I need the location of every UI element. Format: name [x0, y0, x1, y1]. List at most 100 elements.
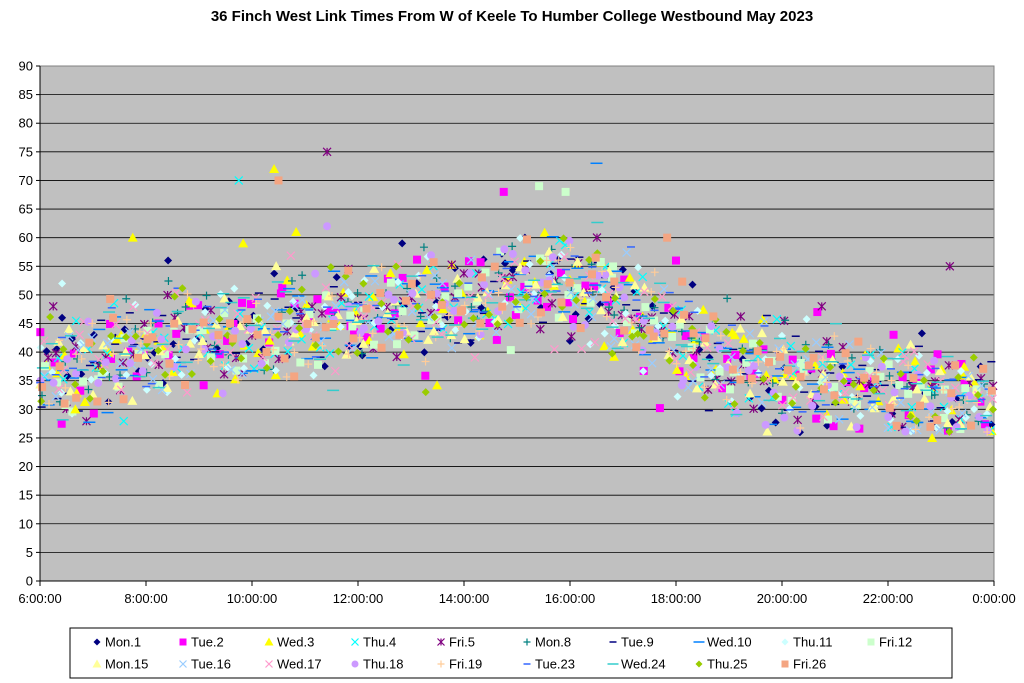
data-point	[522, 292, 531, 301]
data-point	[917, 329, 926, 338]
data-point	[628, 332, 637, 341]
data-point	[559, 252, 569, 262]
legend-label: Tue.9	[621, 635, 654, 650]
data-point	[215, 314, 224, 323]
legend-item: Tue.2	[179, 635, 224, 650]
data-point	[286, 251, 296, 261]
data-point	[324, 306, 333, 315]
data-point	[485, 318, 494, 327]
data-point	[790, 360, 800, 370]
data-point	[447, 260, 457, 270]
data-point	[264, 335, 275, 345]
data-point	[454, 289, 463, 298]
data-point	[421, 388, 430, 397]
data-point	[598, 267, 607, 276]
data-point	[438, 279, 447, 288]
data-point	[395, 330, 404, 339]
data-point	[183, 289, 192, 298]
data-point	[566, 331, 576, 341]
data-point	[421, 371, 430, 380]
data-point	[730, 399, 739, 408]
data-point	[398, 239, 407, 248]
data-point	[269, 164, 280, 173]
data-point	[590, 282, 599, 291]
y-tick-label: 55	[19, 259, 33, 274]
data-point	[120, 325, 129, 334]
data-point	[905, 339, 916, 349]
data-point	[370, 276, 380, 286]
data-point	[848, 396, 857, 405]
data-point	[362, 304, 371, 313]
data-point	[63, 324, 74, 334]
legend-swatch	[264, 637, 274, 646]
data-point	[723, 354, 732, 363]
data-point	[243, 315, 252, 324]
data-point	[464, 282, 473, 291]
data-point	[885, 371, 894, 380]
data-point	[75, 330, 84, 340]
data-point	[318, 341, 327, 350]
data-point	[673, 392, 682, 401]
data-point	[148, 333, 157, 342]
legend-item: Fri.5	[437, 635, 475, 650]
y-tick-label: 40	[19, 345, 33, 360]
data-point	[788, 393, 798, 402]
data-point	[305, 310, 314, 319]
data-point	[182, 388, 192, 397]
data-point	[670, 355, 680, 364]
data-point	[624, 272, 635, 282]
data-point	[290, 301, 300, 311]
data-point	[622, 318, 631, 327]
data-point	[749, 404, 759, 414]
data-point	[400, 322, 409, 331]
data-point	[415, 318, 426, 328]
data-point	[781, 316, 790, 325]
data-point	[904, 389, 913, 398]
data-point	[901, 427, 910, 436]
data-point	[459, 334, 470, 344]
data-point	[818, 377, 827, 386]
data-point	[270, 370, 281, 380]
data-point	[934, 366, 945, 376]
data-point	[540, 289, 549, 298]
data-point	[963, 396, 972, 405]
data-point	[321, 323, 330, 332]
data-point	[311, 341, 320, 350]
data-point	[369, 263, 380, 273]
data-point	[581, 281, 590, 290]
data-point	[71, 380, 80, 389]
data-point	[726, 352, 736, 362]
data-point	[246, 300, 255, 309]
data-point	[313, 360, 322, 369]
data-point	[364, 292, 374, 302]
data-point	[505, 293, 514, 302]
data-point	[209, 362, 218, 371]
data-point	[321, 283, 331, 292]
data-point	[935, 425, 945, 435]
data-point	[759, 345, 768, 354]
data-point	[754, 357, 763, 366]
y-tick-label: 25	[19, 430, 33, 445]
data-point	[609, 262, 618, 271]
legend-swatch	[695, 660, 703, 668]
data-point	[353, 348, 362, 357]
data-point	[251, 293, 261, 303]
legend-swatch	[523, 638, 531, 646]
data-point	[663, 233, 672, 242]
data-point	[170, 319, 179, 328]
data-point	[830, 391, 839, 400]
data-point	[912, 416, 921, 425]
data-point	[668, 322, 677, 331]
data-point	[84, 385, 93, 394]
data-point	[218, 389, 227, 398]
legend-label: Thu.25	[707, 657, 747, 672]
data-point	[172, 329, 181, 338]
data-point	[496, 247, 505, 256]
data-point	[610, 294, 619, 303]
data-point	[76, 386, 85, 395]
data-point	[543, 280, 552, 289]
data-point	[777, 331, 786, 340]
x-tick-label: 20:00:00	[757, 591, 808, 606]
data-point	[838, 394, 849, 404]
data-point	[608, 316, 618, 326]
